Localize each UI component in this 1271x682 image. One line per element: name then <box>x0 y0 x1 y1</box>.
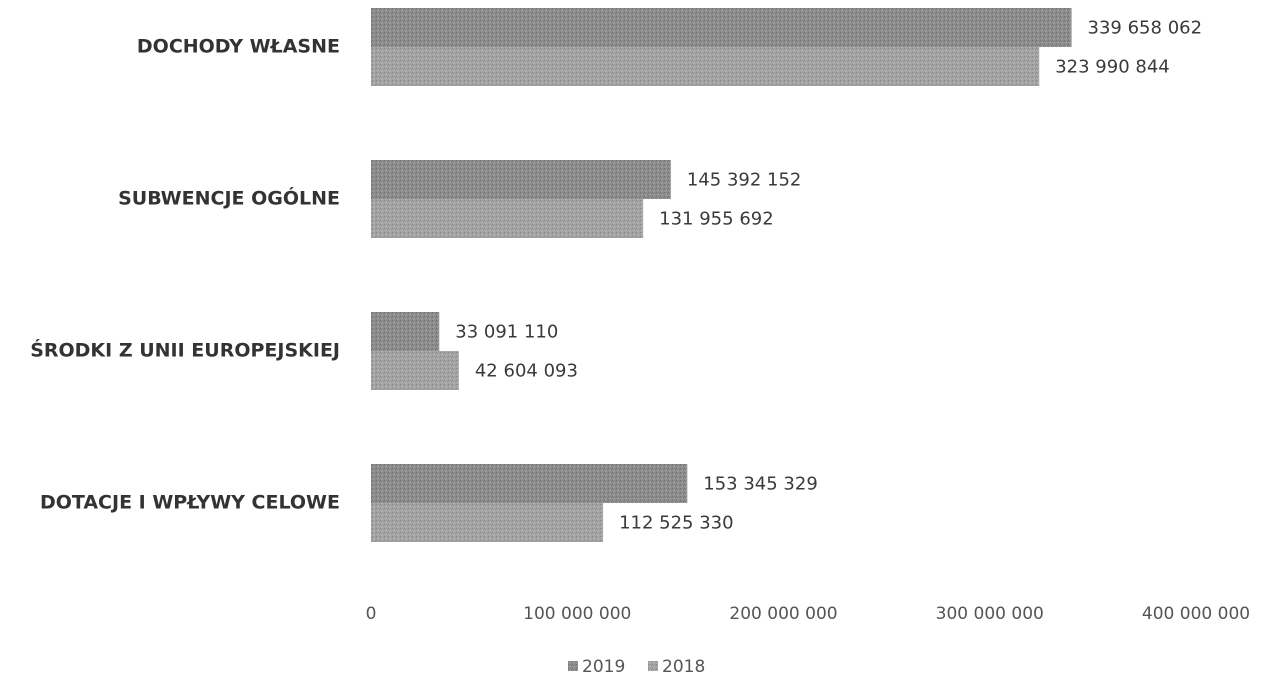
category-label: DOCHODY WŁASNE <box>137 36 340 58</box>
legend-swatch <box>568 661 578 671</box>
bar-2019 <box>371 312 440 351</box>
x-tick-label: 200 000 000 <box>729 604 837 624</box>
data-label: 339 658 062 <box>1088 18 1203 39</box>
bar-2019 <box>371 464 688 503</box>
category-label: DOTACJE I WPŁYWY CELOWE <box>40 492 340 514</box>
x-tick-label: 0 <box>366 604 377 624</box>
data-label: 153 345 329 <box>703 474 818 495</box>
data-label: 323 990 844 <box>1055 57 1170 78</box>
bar-2019 <box>371 8 1072 47</box>
data-label: 112 525 330 <box>619 513 734 534</box>
x-tick-label: 100 000 000 <box>523 604 631 624</box>
category-label: ŚRODKI Z UNII EUROPEJSKIEJ <box>30 338 340 362</box>
bar-2018 <box>371 351 459 390</box>
data-label: 145 392 152 <box>687 170 802 191</box>
x-tick-label: 300 000 000 <box>936 604 1044 624</box>
data-label: 42 604 093 <box>475 361 578 382</box>
bar-2018 <box>371 503 604 542</box>
legend-label: 2018 <box>662 657 705 677</box>
data-label: 33 091 110 <box>455 322 558 343</box>
bar-2018 <box>371 199 644 238</box>
data-label: 131 955 692 <box>659 209 774 230</box>
x-tick-label: 400 000 000 <box>1142 604 1250 624</box>
legend-label: 2019 <box>582 657 625 677</box>
bar-2018 <box>371 47 1040 86</box>
bar-2019 <box>371 160 671 199</box>
category-label: SUBWENCJE OGÓLNE <box>118 186 340 210</box>
legend-swatch <box>648 661 658 671</box>
